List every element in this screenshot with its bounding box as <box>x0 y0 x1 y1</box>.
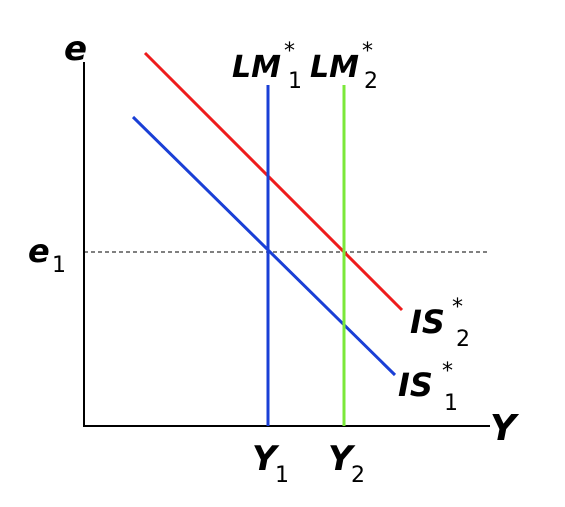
y1-subscript: 1 <box>275 463 289 488</box>
is1-subscript: 1 <box>444 391 458 416</box>
lm2-subscript: 2 <box>364 69 378 94</box>
y1-label: Y <box>252 439 280 479</box>
is1-superscript: * <box>442 359 453 384</box>
is2-subscript: 2 <box>456 327 470 352</box>
is1-label: IS <box>398 366 433 404</box>
is2-label: IS <box>410 303 445 341</box>
e1-subscript: 1 <box>52 253 66 278</box>
lm2-label: LM <box>310 50 359 85</box>
lm1-label: LM <box>232 50 281 85</box>
lm1-subscript: 1 <box>288 69 302 94</box>
is2-superscript: * <box>452 295 463 320</box>
y-axis-label: e <box>64 29 87 69</box>
is2-curve <box>143 51 404 312</box>
e1-label: e <box>28 232 50 270</box>
lm2-superscript: * <box>362 39 373 64</box>
y2-label: Y <box>328 439 356 479</box>
is1-curve <box>131 115 397 377</box>
lm1-superscript: * <box>284 39 295 64</box>
x-axis-label: Y <box>490 408 520 449</box>
y2-subscript: 2 <box>351 463 365 488</box>
